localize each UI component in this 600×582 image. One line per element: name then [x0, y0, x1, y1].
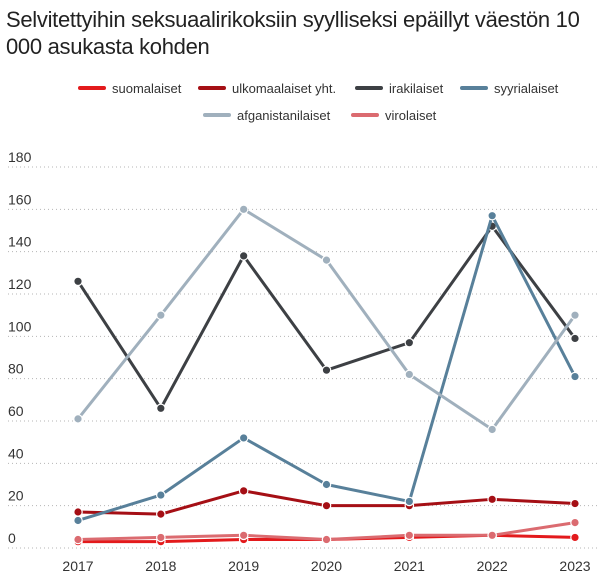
legend-label: virolaiset — [385, 108, 437, 123]
data-point — [238, 486, 249, 496]
data-point — [570, 310, 580, 320]
data-point — [487, 530, 497, 541]
y-axis-ticks: 0 20 40 60 80 100 120 140 160 180 — [8, 149, 32, 546]
data-point — [156, 509, 166, 519]
data-point — [156, 490, 166, 500]
data-point — [238, 530, 249, 541]
legend-label: irakilaiset — [389, 81, 444, 96]
legend-item: suomalaiset — [78, 81, 182, 96]
chart-title: Selvitettyihin seksuaalirikoksiin syylli… — [6, 7, 580, 59]
series-2 — [73, 221, 580, 414]
legend-item: virolaiset — [351, 108, 437, 123]
y-tick-label: 0 — [8, 530, 16, 546]
y-tick-label: 120 — [8, 276, 32, 292]
x-tick-label: 2020 — [311, 558, 342, 574]
data-point — [321, 534, 332, 545]
series-3 — [73, 210, 580, 526]
data-point — [570, 532, 580, 543]
y-tick-label: 80 — [8, 361, 24, 377]
x-tick-label: 2018 — [145, 558, 176, 574]
data-point — [570, 371, 580, 382]
data-point — [404, 337, 415, 348]
grid-lines — [8, 166, 598, 549]
x-tick-label: 2019 — [228, 558, 259, 574]
data-point — [73, 414, 83, 424]
data-point — [73, 276, 83, 287]
y-tick-label: 100 — [8, 318, 32, 334]
data-point — [156, 310, 166, 320]
x-tick-label: 2021 — [394, 558, 425, 574]
data-point — [73, 515, 83, 526]
data-point — [404, 369, 415, 380]
data-point — [238, 204, 249, 215]
data-point — [321, 255, 332, 265]
y-tick-label: 160 — [8, 191, 32, 207]
data-point — [238, 433, 249, 443]
data-point — [404, 530, 415, 541]
data-point — [487, 210, 497, 221]
legend-item: ulkomaalaiset yht. — [198, 81, 336, 96]
legend-label: ulkomaalaiset yht. — [232, 81, 336, 96]
data-point — [321, 479, 332, 490]
legend-label: suomalaiset — [112, 81, 182, 96]
y-tick-label: 60 — [8, 403, 24, 419]
legend-item: irakilaiset — [355, 81, 444, 96]
series-4 — [73, 204, 580, 435]
data-point — [73, 507, 83, 517]
series-5 — [73, 517, 580, 545]
data-point — [321, 365, 332, 375]
legend-label: syyrialaiset — [494, 81, 559, 96]
data-point — [487, 424, 497, 435]
series-1 — [73, 486, 580, 519]
y-tick-label: 40 — [8, 445, 24, 461]
data-point — [570, 517, 580, 528]
legend-label: afganistanilaiset — [237, 108, 331, 123]
legend-item: afganistanilaiset — [203, 108, 331, 123]
y-tick-label: 20 — [8, 488, 24, 504]
legend-item: syyrialaiset — [460, 81, 559, 96]
data-point — [156, 532, 166, 543]
series-line — [76, 224, 577, 410]
data-point — [156, 403, 166, 414]
series-lines — [73, 204, 580, 547]
legend: suomalaiset ulkomaalaiset yht. irakilaiset… — [78, 81, 559, 123]
data-point — [73, 534, 83, 545]
y-tick-label: 180 — [8, 149, 32, 165]
data-point — [404, 496, 415, 507]
data-point — [238, 251, 249, 261]
data-point — [570, 498, 580, 509]
data-point — [487, 494, 497, 505]
x-tick-label: 2017 — [62, 558, 93, 574]
data-point — [570, 333, 580, 344]
data-point — [321, 500, 332, 511]
x-tick-label: 2022 — [477, 558, 508, 574]
x-tick-label: 2023 — [559, 558, 590, 574]
y-tick-label: 140 — [8, 234, 32, 250]
x-axis-ticks: 2017 2018 2019 2020 2021 2022 2023 — [62, 558, 590, 574]
